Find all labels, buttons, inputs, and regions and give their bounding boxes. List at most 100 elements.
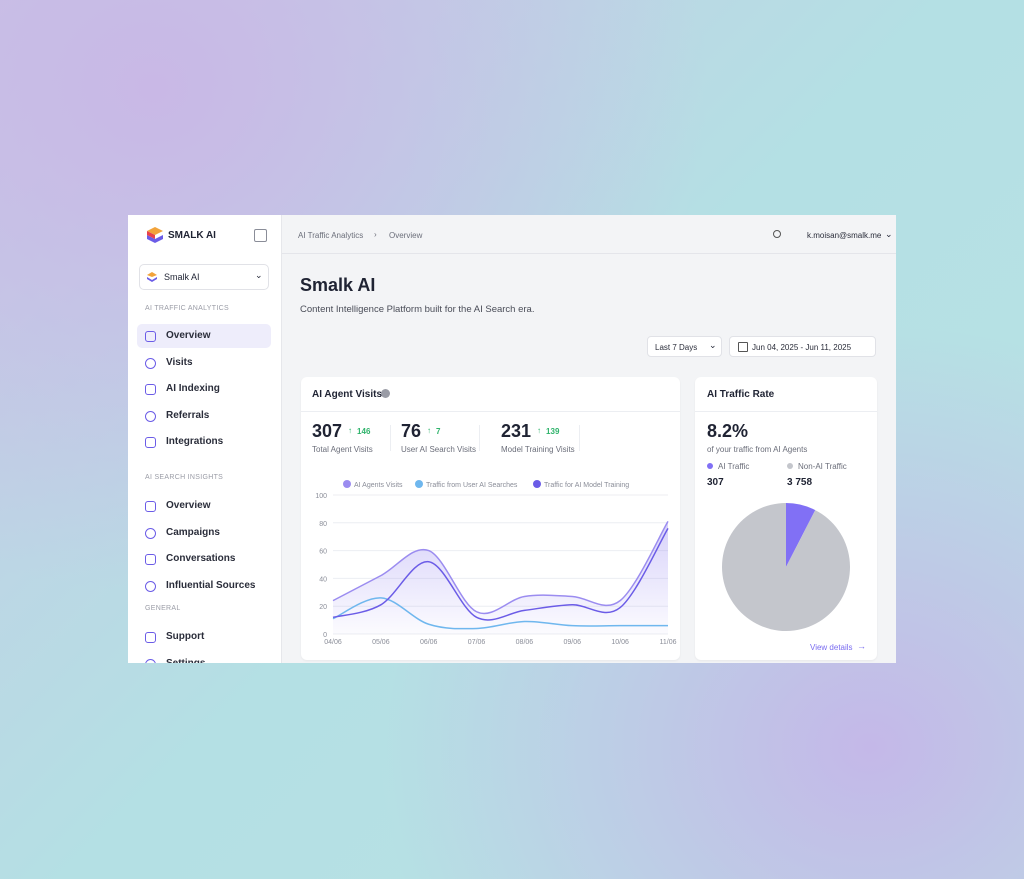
active-highlight xyxy=(137,324,271,348)
nav-icon xyxy=(145,658,156,663)
sidebar: SMALK AI Smalk AI ⌄ AI TRAFFIC ANALYTICS… xyxy=(128,215,282,663)
workspace-name: Smalk AI xyxy=(164,272,200,282)
arrow-icon: → xyxy=(857,641,866,651)
x-tick-label: 07/06 xyxy=(468,639,486,646)
page-subtitle: Content Intelligence Platform built for … xyxy=(300,304,535,315)
line-chart: 0 20 40 60 80 100 04/06 05/06 06/06 07/06 08/06 09/… xyxy=(315,480,677,646)
legend-swatch xyxy=(533,480,541,488)
x-tick-label: 10/06 xyxy=(611,639,629,646)
stat-value: 76 xyxy=(401,421,422,441)
legend-label: Non-AI Traffic xyxy=(798,462,847,471)
stat-divider xyxy=(390,425,391,451)
legend-value: 3 758 xyxy=(787,477,812,488)
app-window: SMALK AI Smalk AI ⌄ AI TRAFFIC ANALYTICS… xyxy=(128,215,896,663)
nav-item[interactable]: Conversations xyxy=(166,553,236,564)
range-label: Last 7 Days xyxy=(655,343,698,352)
workspace-select[interactable]: Smalk AI ⌄ xyxy=(139,264,269,290)
nav-item[interactable]: Influential Sources xyxy=(166,579,256,591)
rate-card: AI Traffic Rate 8.2% of your traffic fro… xyxy=(695,377,877,660)
chevron: ⌄ xyxy=(709,340,717,350)
info-icon[interactable] xyxy=(381,389,390,398)
divider xyxy=(695,411,877,412)
nav-icon xyxy=(145,384,156,395)
date-picker[interactable]: Jun 04, 2025 - Jun 11, 2025 xyxy=(729,336,876,357)
nav-item[interactable]: Support xyxy=(166,631,205,642)
stat-value: 231 xyxy=(501,421,532,441)
line xyxy=(332,527,669,621)
section-label: GENERAL xyxy=(145,605,181,612)
up-arrow: ↑ xyxy=(348,426,353,435)
y-tick-label: 80 xyxy=(319,521,327,528)
legend-value: 307 xyxy=(707,477,724,488)
x-tick-label: 11/06 xyxy=(660,639,677,646)
nav-item[interactable]: Campaigns xyxy=(166,526,220,538)
legend-label: Traffic for AI Model Training xyxy=(544,482,629,489)
nav-item[interactable]: Referrals xyxy=(166,409,210,421)
y-tick-label: 0 xyxy=(323,632,327,639)
pie-chart: AI Traffic 307 Non-AI Traffic 3 758 xyxy=(707,462,850,631)
view-details-link[interactable]: View details xyxy=(810,643,853,652)
calendar-icon xyxy=(738,342,748,352)
nav-icon xyxy=(145,527,156,539)
pie-slice xyxy=(722,503,850,631)
nav-item[interactable]: Overview xyxy=(166,500,211,511)
stat-delta: 139 xyxy=(546,427,560,436)
card-title: AI Agent Visits xyxy=(312,389,383,400)
collapse-button[interactable] xyxy=(254,229,267,242)
nav-item[interactable]: Settings xyxy=(166,657,206,664)
nav-icon xyxy=(145,580,156,592)
section-label: AI TRAFFIC ANALYTICS xyxy=(145,305,229,312)
x-tick-label: 04/06 xyxy=(324,639,342,646)
brand: SMALK AI xyxy=(168,230,216,241)
line xyxy=(332,521,669,615)
stat-label: Model Training Visits xyxy=(501,445,575,454)
nav-item[interactable]: Integrations xyxy=(166,436,224,447)
workspace-icon xyxy=(147,272,157,282)
legend-swatch xyxy=(787,463,793,469)
up-arrow: ↑ xyxy=(427,426,432,435)
stat-value: 307 xyxy=(312,421,343,441)
legend-swatch xyxy=(343,480,351,488)
nav-icon xyxy=(145,437,156,448)
area xyxy=(333,521,668,634)
y-tick-label: 20 xyxy=(319,604,327,611)
pie-slice xyxy=(786,503,816,567)
card-title: AI Traffic Rate xyxy=(707,389,775,400)
range-select[interactable]: Last 7 Days ⌄ xyxy=(647,336,722,357)
stat-delta: 7 xyxy=(436,427,441,436)
nav-item[interactable]: AI Indexing xyxy=(166,383,220,394)
section-label: AI SEARCH INSIGHTS xyxy=(145,474,224,481)
up-arrow: ↑ xyxy=(537,426,542,435)
chevron: ⌄ xyxy=(255,270,263,280)
nav-item[interactable]: Visits xyxy=(166,356,193,368)
nav-icon xyxy=(145,632,156,643)
x-tick-label: 08/06 xyxy=(516,639,534,646)
stat-divider xyxy=(579,425,580,451)
nav-icon xyxy=(145,554,156,565)
logo xyxy=(147,227,163,243)
divider xyxy=(301,411,680,412)
stat-delta: 146 xyxy=(357,427,371,436)
theme-toggle[interactable] xyxy=(773,230,781,238)
breadcrumb[interactable]: AI Traffic Analytics xyxy=(298,231,364,240)
legend-label: AI Agents Visits xyxy=(354,482,403,489)
rate-caption: of your traffic from AI Agents xyxy=(707,445,808,454)
nav-icon xyxy=(145,357,156,369)
user-menu[interactable]: k.moisan@smalk.me xyxy=(807,231,882,240)
y-tick-label: 100 xyxy=(315,493,327,500)
stat-label: Total Agent Visits xyxy=(312,445,373,454)
stat-divider xyxy=(479,425,480,451)
breadcrumb-current: Overview xyxy=(389,231,423,240)
y-tick-label: 60 xyxy=(319,549,327,556)
top-bar xyxy=(282,215,896,254)
y-tick-label: 40 xyxy=(319,576,327,583)
breadcrumb-separator: › xyxy=(374,230,377,239)
page-title: Smalk AI xyxy=(300,275,376,295)
line xyxy=(332,597,668,630)
legend-label: AI Traffic xyxy=(718,462,749,471)
legend-swatch xyxy=(415,480,423,488)
nav-icon xyxy=(145,410,156,422)
x-tick-label: 06/06 xyxy=(420,639,438,646)
nav-item[interactable]: Overview xyxy=(166,330,211,341)
